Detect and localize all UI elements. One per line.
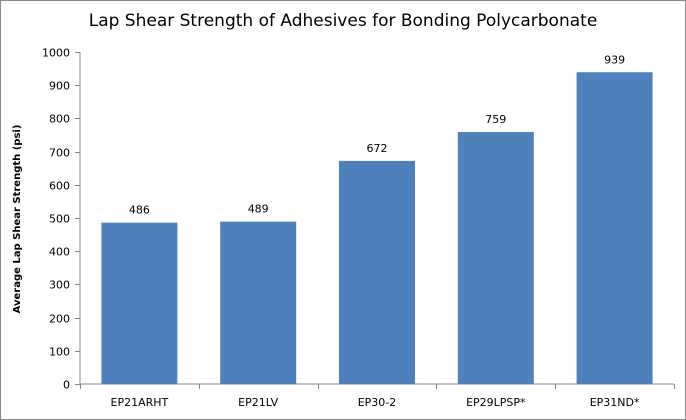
y-tick-label: 700	[49, 147, 70, 160]
bar-ep21lv	[220, 221, 297, 384]
x-tick-label: EP31ND*	[590, 396, 640, 409]
bar-ep21arht	[101, 222, 178, 384]
bar-ep29lpsp	[457, 132, 534, 384]
y-tick-label: 500	[49, 213, 70, 226]
data-label: 672	[367, 142, 388, 155]
data-label: 939	[604, 53, 625, 66]
y-tick-label: 800	[49, 113, 70, 126]
y-tick-label: 300	[49, 279, 70, 292]
bar-ep31nd	[576, 72, 653, 384]
y-tick-label: 400	[49, 246, 70, 259]
data-label: 489	[248, 203, 269, 216]
data-label: 486	[129, 204, 150, 217]
x-tick-label: EP29LPSP*	[466, 396, 526, 409]
y-tick-label: 900	[49, 80, 70, 93]
x-tick-label: EP30-2	[358, 396, 397, 409]
y-tick-label: 600	[49, 180, 70, 193]
y-tick-label: 100	[49, 346, 70, 359]
y-tick-label: 0	[63, 379, 70, 392]
y-tick-label: 1000	[42, 47, 70, 60]
y-tick-label: 200	[49, 313, 70, 326]
chart-title: Lap Shear Strength of Adhesives for Bond…	[88, 11, 598, 31]
bar-ep30-2	[339, 160, 415, 384]
x-tick-label: EP21LV	[238, 396, 279, 409]
data-label: 759	[485, 113, 506, 126]
x-tick-label: EP21ARHT	[111, 396, 169, 409]
